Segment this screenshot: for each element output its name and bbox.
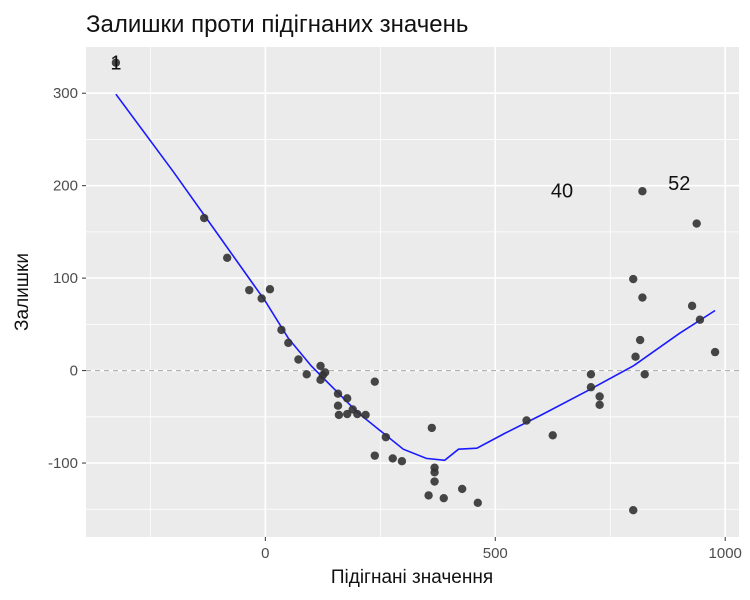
data-point [473,498,482,507]
data-point [586,370,596,379]
data-point [595,392,604,401]
data-point [334,410,344,420]
data-point [111,58,121,67]
y-axis: -100 0 100 200 300 [48,85,86,472]
data-point [586,383,596,392]
smooth-line [115,93,716,462]
data-point [522,416,531,425]
y-tick-label: 0 [70,363,78,380]
x-tick-label: 0 [261,545,269,562]
y-tick-label: -100 [48,455,78,472]
grid-minor [86,47,739,537]
data-point [692,219,701,228]
data-point [316,361,325,371]
data-point [320,368,330,377]
x-tick-label: 500 [483,545,508,562]
data-point [370,451,379,460]
x-axis: 0 500 1000 [261,537,742,562]
y-tick-label: 100 [53,270,78,287]
data-point [257,294,266,303]
data-point [222,253,232,262]
data-point [595,400,604,409]
data-point [302,370,311,379]
data-point [629,505,638,515]
data-point [265,285,275,294]
point-label: 40 [551,180,573,202]
x-tick-label: 1000 [709,545,742,562]
data-point [294,355,303,364]
data-point [353,409,362,419]
data-point [245,285,254,295]
data-point [424,491,433,500]
data-point [388,454,397,463]
y-tick-label: 300 [53,85,78,102]
data-point [361,410,370,420]
data-point [631,352,640,361]
data-point [343,394,352,403]
data-point [548,431,557,440]
point-label: 1 [110,53,121,75]
data-point [710,347,720,357]
x-axis-title: Підігнані значення [331,567,493,588]
data-point [397,456,407,466]
data-point [430,468,439,477]
data-point [427,423,437,433]
data-point [284,338,293,348]
data-point [640,370,649,379]
chart-title: Залишки проти підігнаних значень [86,11,468,38]
data-point [199,213,209,223]
data-point [370,377,379,386]
data-point [638,187,647,196]
data-point [430,477,439,486]
data-point [629,274,638,284]
data-point [695,315,705,324]
data-point [277,325,286,335]
point-labels-layer: 1 40 52 [110,53,690,203]
point-label: 52 [668,173,690,195]
y-axis-title: Залишки [12,253,33,331]
data-point [439,493,448,503]
data-point [343,409,352,419]
data-point [381,432,391,442]
points-layer [111,58,720,515]
data-point [457,484,467,494]
data-point [333,389,343,398]
data-point [333,401,343,410]
grid-major [86,47,739,537]
plot-panel [86,47,739,537]
data-point [635,335,645,345]
data-point [687,301,697,311]
y-tick-label: 200 [53,178,78,195]
data-point [638,293,647,302]
